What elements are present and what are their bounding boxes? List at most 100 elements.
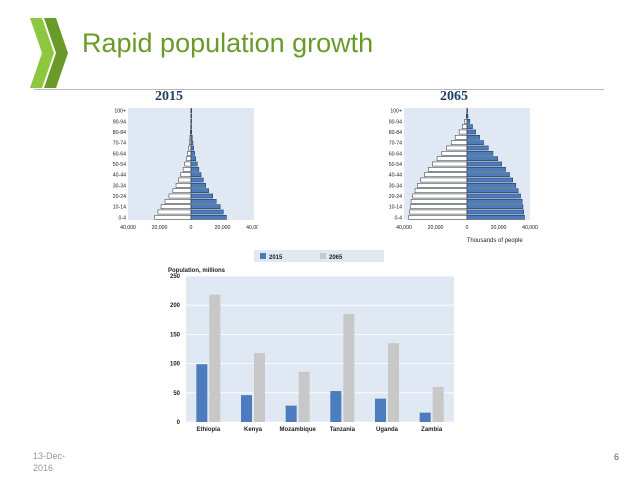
bar-ethiopia-2015 [196,364,208,422]
pyramid-bar-female-45-49 [466,167,506,172]
bar-chart-y-tick-label: 100 [170,362,181,368]
pyramid-bar-female-60-64 [466,151,494,156]
pyramid-bar-female-15-19 [466,199,523,204]
pyramid-bar-female-50-54 [466,161,502,167]
pyramid-2065-title: 2065 [440,89,468,104]
bar-chart-category-label: Tanzania [330,427,356,433]
pyramid-age-tick-label: 80-84 [113,130,126,136]
pyramid-bar-female-10-14 [466,204,524,209]
pyramid-x-tick-label: 20,000 [491,225,507,231]
legend-label-2065: 2065 [329,255,343,261]
pyramid-bar-male-55-59 [186,156,192,161]
pyramid-bar-female-5-9 [466,209,524,215]
pyramid-age-tick-label: 100+ [390,109,402,115]
pyramid-bar-female-40-44 [466,172,510,177]
bar-chart-y-tick-label: 0 [177,420,181,426]
bar-chart-y-tick-label: 250 [170,274,181,280]
pyramid-bar-female-0-4 [190,215,227,220]
pyramid-x-tick-label: 20,000 [215,225,231,231]
pyramid-bar-male-45-49 [428,167,468,172]
pyramid-bar-male-60-64 [441,151,468,156]
bar-ethiopia-2065 [209,294,221,422]
pyramid-bar-female-55-59 [190,156,196,161]
pyramid-bar-male-35-39 [420,177,468,183]
pyramid-age-tick-label: 50-54 [389,162,402,168]
legend-background [254,250,384,262]
bar-uganda-2065 [388,343,399,422]
pyramid-bar-female-60-64 [190,151,195,156]
bar-tanzania-2015 [330,391,342,422]
pyramid-x-axis-label: Thousands of people [467,238,524,244]
pyramid-age-tick-label: 40-44 [113,173,126,179]
pyramid-bar-male-50-54 [184,161,192,167]
pyramid-bar-female-35-39 [190,177,204,183]
pyramid-bar-male-5-9 [409,209,468,215]
oecd-logo-icon [30,18,68,88]
pyramid-bar-male-40-44 [180,172,192,177]
bar-chart-category-label: Uganda [376,427,399,433]
pyramid-bar-female-20-24 [190,193,213,199]
pyramid-bar-male-90-94 [464,119,468,124]
pyramid-bar-male-15-19 [410,199,468,204]
slide-date: 13-Dec-2016 [33,451,66,473]
pyramid-age-tick-label: 60-64 [389,151,402,157]
pyramid-bar-female-35-39 [466,177,513,183]
pyramid-x-tick-label: 20,000 [152,225,168,231]
pyramid-bar-male-40-44 [424,172,468,177]
pyramid-age-tick-label: 60-64 [113,151,126,157]
pyramid-bar-female-45-49 [190,167,200,172]
country-population-bar-chart: 2015 2065 Population, millions 0 50 100 150 200… [168,250,454,433]
bar-tanzania-2065 [343,313,355,422]
pyramid-bar-male-15-19 [164,199,192,204]
pyramid-bar-female-85-89 [466,124,473,129]
pyramid-x-tick-label: 0 [466,225,469,231]
bar-mozambique-2065 [298,371,310,422]
pyramid-bar-male-20-24 [168,193,192,199]
pyramid-bar-female-25-29 [190,188,209,193]
pyramid-age-tick-label: 0-4 [395,215,403,221]
pyramid-bar-male-45-49 [182,167,192,172]
pyramid-age-tick-label: 10-14 [113,205,126,211]
pyramid-age-tick-label: 80-84 [389,130,402,136]
bar-kenya-2015 [241,395,252,422]
pyramid-x-tick-label: 40,000 [522,225,538,231]
pyramid-bar-male-0-4 [408,215,468,220]
pyramid-bar-female-65-69 [190,145,194,151]
pyramid-bar-male-60-64 [187,151,192,156]
pyramid-age-tick-label: 20-24 [113,194,126,200]
pyramid-age-tick-label: 70-74 [389,141,402,147]
pyramid-bar-male-55-59 [436,156,468,161]
bar-chart-category-label: Ethiopia [196,427,220,433]
title-divider [34,89,604,90]
pyramid-bar-female-25-29 [466,188,519,193]
bar-chart-y-tick-label: 50 [173,391,180,397]
pyramid-bar-male-10-14 [410,204,468,209]
pyramid-age-tick-label: 30-34 [389,183,402,189]
pyramid-age-tick-label: 100+ [114,109,126,115]
pyramid-bar-male-50-54 [432,161,468,167]
pyramid-bar-female-30-34 [190,183,206,188]
pyramid-bar-male-5-9 [157,209,192,215]
bar-mozambique-2015 [285,405,297,422]
slide-page-number: 6 [614,452,620,462]
legend-label-2015: 2015 [269,255,283,261]
bar-kenya-2065 [254,353,265,422]
pyramid-bar-male-80-84 [458,129,468,135]
pyramid-bar-male-0-4 [154,215,192,220]
pyramid-2015-title: 2015 [155,89,183,104]
bar-chart-plot-area [186,276,454,422]
bar-chart-y-tick-label: 200 [170,303,181,309]
pyramid-age-tick-label: 20-24 [389,194,402,200]
pyramid-bar-male-30-34 [175,183,192,188]
pyramid-2015-chart: 100+ 90-94 80-84 70-74 60-64 50-54 40-44 30-34 2… [113,108,258,231]
pyramid-bar-female-50-54 [190,161,198,167]
pyramid-age-tick-label: 0-4 [119,215,127,221]
pyramid-bar-male-10-14 [160,204,192,209]
pyramid-bar-female-55-59 [466,156,498,161]
pyramid-age-tick-label: 50-54 [113,162,126,168]
pyramid-age-tick-label: 30-34 [113,183,126,189]
pyramid-bar-female-40-44 [190,172,202,177]
bar-chart-y-axis-label: Population, millions [168,268,226,274]
pyramid-bar-female-5-9 [190,209,224,215]
bar-chart-y-tick-label: 150 [170,332,181,338]
